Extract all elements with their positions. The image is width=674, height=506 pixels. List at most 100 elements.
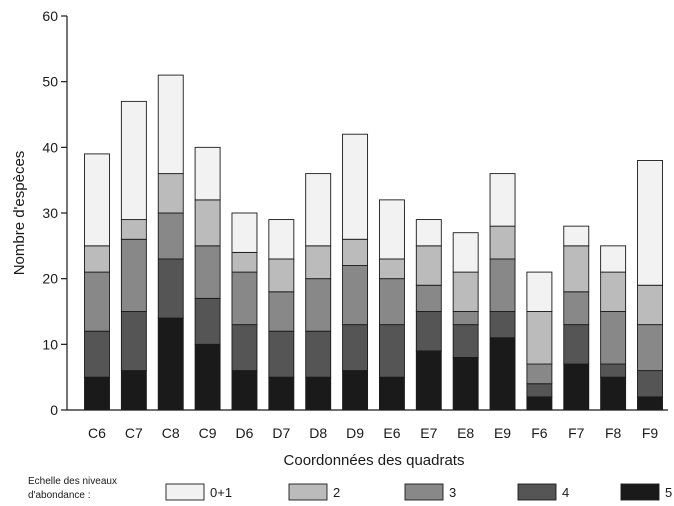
bar-segment-F6-level-2 [526, 311, 553, 365]
bar-segment-E8-level-3 [452, 311, 479, 326]
bar-segment-E9-level-2 [489, 225, 516, 260]
legend-label: 0+1 [210, 485, 232, 500]
bar-segment-F9-level-0plus1 [637, 160, 663, 286]
bar-segment-D8-level-4 [305, 330, 332, 378]
bar-segment-C6-level-2 [84, 245, 110, 273]
y-tick-labels: 0 10 20 30 40 50 60 [42, 8, 58, 418]
x-tick-label: F6 [531, 425, 548, 441]
bar-segment-F9-level-2 [637, 284, 663, 326]
bar-segment-C6-level-0plus1 [84, 153, 110, 247]
bar-segment-C9-level-5 [194, 343, 221, 411]
legend-title: Echelle des niveaux [28, 476, 117, 487]
bar-segment-D9-level-3 [342, 265, 369, 326]
bar-segment-C7-level-0plus1 [120, 100, 147, 221]
y-tick-label: 60 [42, 8, 58, 24]
x-tick-label: D6 [236, 425, 254, 441]
bar-segment-D9-level-2 [342, 238, 369, 266]
bar-segment-F6-level-4 [526, 383, 553, 398]
bar-segment-D6-level-0plus1 [231, 212, 258, 253]
bar-segment-E9-level-4 [489, 311, 516, 339]
bar-segment-F6-level-5 [526, 396, 553, 411]
legend-label: 4 [562, 485, 569, 500]
bar-segment-C8-level-4 [157, 258, 184, 319]
bar-segment-C8-level-0plus1 [157, 74, 184, 175]
bar-segment-E9-level-3 [489, 258, 516, 312]
bar-segment-D9-level-4 [342, 324, 369, 372]
bar-segment-D9-level-0plus1 [342, 133, 369, 240]
bar-segment-D7-level-3 [268, 291, 295, 332]
bar-segment-D9-level-5 [342, 370, 369, 411]
legend-swatch-3 [404, 483, 444, 501]
bar-segment-C7-level-4 [120, 311, 147, 372]
bar-segment-F6-level-0plus1 [526, 271, 553, 312]
bar-segment-D6-level-3 [231, 271, 258, 326]
x-axis-label: Coordonnées des quadrats [284, 452, 465, 469]
bar-segment-E6-level-3 [378, 278, 405, 326]
bar-segment-C8-level-5 [157, 317, 184, 411]
x-tick-label: E6 [383, 425, 400, 441]
x-tick-label: F9 [642, 425, 659, 441]
x-tick-label: D7 [272, 425, 290, 441]
bar-segment-F7-level-3 [563, 291, 590, 326]
x-tick-label: C8 [162, 425, 180, 441]
bar-segment-E8-level-0plus1 [452, 232, 479, 273]
bar-segment-E7-level-5 [415, 350, 442, 411]
x-tick-label: C9 [199, 425, 217, 441]
bar-segment-C8-level-3 [157, 212, 184, 260]
y-tick-label: 0 [50, 402, 58, 418]
bar-segment-F9-level-5 [637, 396, 663, 411]
bar-segment-E6-level-4 [378, 324, 405, 378]
bar-segment-C6-level-5 [84, 376, 110, 411]
bar-segment-D7-level-2 [268, 258, 295, 293]
bar-segment-D8-level-2 [305, 245, 332, 280]
bar-segment-C9-level-4 [194, 297, 221, 345]
bar-segment-C8-level-2 [157, 173, 184, 214]
x-tick-label: E9 [494, 425, 511, 441]
bar-segment-D6-level-4 [231, 324, 258, 372]
y-tick-label: 30 [42, 205, 58, 221]
bar-segment-F6-level-3 [526, 363, 553, 385]
bar-segment-F8-level-4 [600, 363, 627, 378]
y-tick-label: 10 [42, 336, 58, 352]
bar-segment-F7-level-0plus1 [563, 225, 590, 247]
bar-segment-F7-level-5 [563, 363, 590, 411]
legend-label: 5 [665, 485, 672, 500]
x-tick-label: C6 [88, 425, 106, 441]
bar-segment-E9-level-0plus1 [489, 173, 516, 227]
legend-swatch-0plus1 [165, 483, 205, 501]
bar-segment-E7-level-0plus1 [415, 219, 442, 247]
bar-segment-E6-level-0plus1 [378, 199, 405, 260]
x-tick-label: C7 [125, 425, 143, 441]
bar-segment-E7-level-2 [415, 245, 442, 286]
legend-label: 2 [333, 485, 340, 500]
bars [84, 74, 663, 411]
x-tick-label: D9 [346, 425, 364, 441]
bar-segment-E7-level-4 [415, 311, 442, 352]
bar-segment-F9-level-3 [637, 324, 663, 372]
bar-segment-C9-level-0plus1 [194, 146, 221, 201]
bar-segment-D7-level-4 [268, 330, 295, 378]
bar-segment-F8-level-5 [600, 376, 627, 411]
x-tick-label: F8 [605, 425, 622, 441]
legend-title-line-2: d'abondance : [28, 490, 91, 501]
bar-segment-D7-level-0plus1 [268, 219, 295, 260]
bar-segment-F8-level-3 [600, 311, 627, 365]
bar-segment-C9-level-2 [194, 199, 221, 247]
bar-segment-E8-level-2 [452, 271, 479, 312]
x-tick-labels: C6 C7 C8 C9 D6 D7 D8 D9 E6 E7 E8 E9 F6 F7 F8 F9 [88, 425, 658, 441]
bar-segment-D6-level-5 [231, 370, 258, 411]
bar-segment-C9-level-3 [194, 245, 221, 299]
x-tick-label: E7 [420, 425, 437, 441]
x-tick-label: F7 [568, 425, 585, 441]
bar-segment-C6-level-3 [84, 271, 110, 332]
bar-segment-C7-level-5 [120, 370, 147, 411]
y-tick-label: 40 [42, 139, 58, 155]
bar-segment-E6-level-2 [378, 258, 405, 280]
bar-segment-F8-level-0plus1 [600, 245, 627, 273]
bar-segment-C6-level-4 [84, 330, 110, 378]
y-axis-label: Nombre d'espèces [11, 151, 28, 276]
bar-segment-E6-level-5 [378, 376, 405, 411]
bar-segment-D8-level-5 [305, 376, 332, 411]
bar-segment-E8-level-4 [452, 324, 479, 358]
